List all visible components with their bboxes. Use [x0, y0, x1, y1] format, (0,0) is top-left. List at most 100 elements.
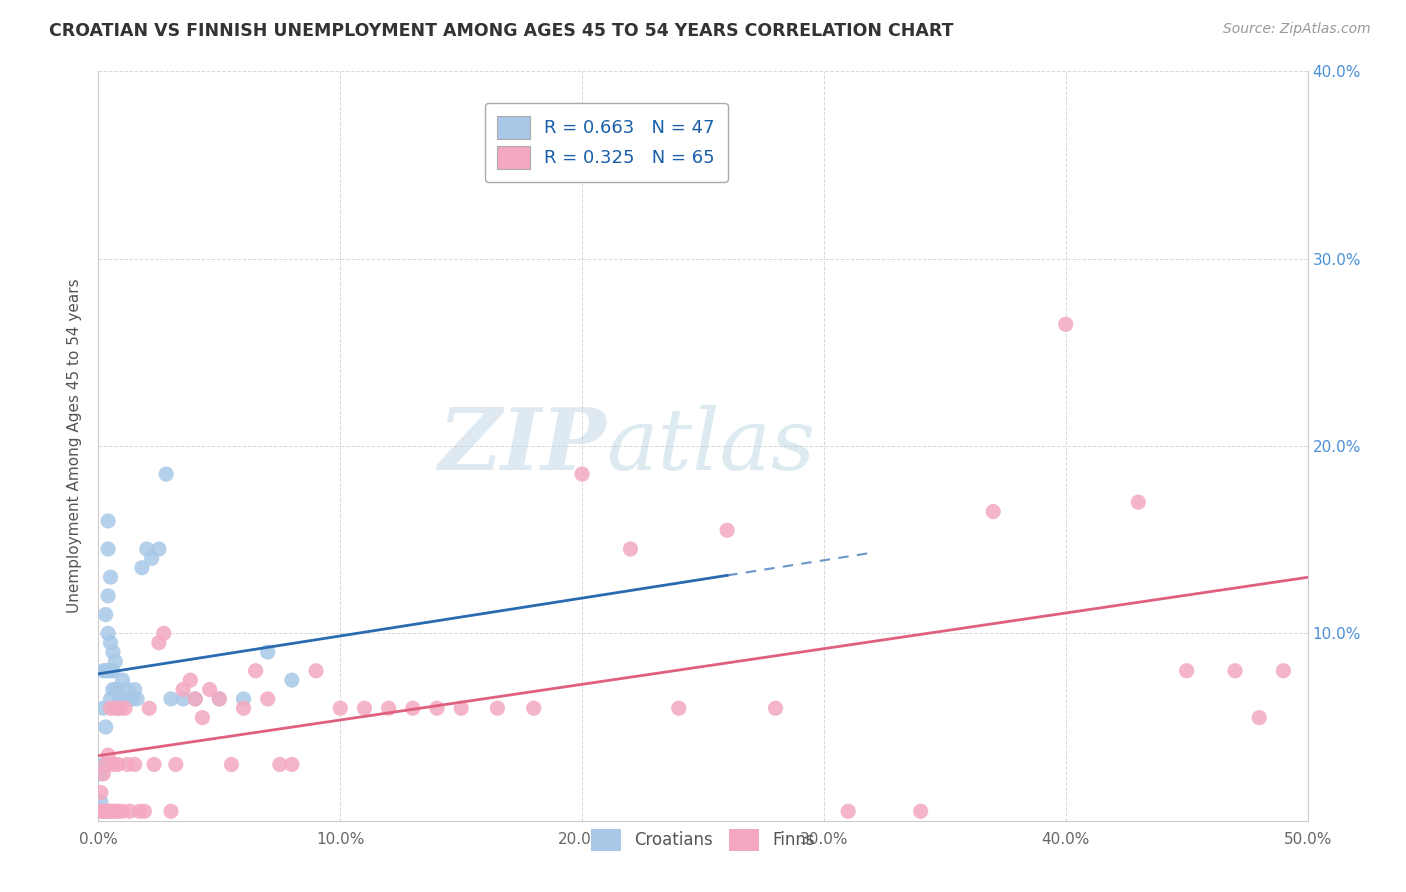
Point: [104, 805, 127, 819]
Point: [160, 692, 183, 706]
Point: [91, 701, 114, 715]
Point: [94, 607, 117, 622]
Point: [97, 805, 120, 819]
Point: [97, 514, 120, 528]
Point: [837, 805, 859, 819]
Point: [148, 635, 170, 649]
Point: [305, 664, 328, 678]
Point: [486, 701, 509, 715]
Point: [101, 757, 124, 772]
Point: [198, 682, 221, 697]
Point: [377, 701, 399, 715]
Point: [124, 757, 146, 772]
Y-axis label: Unemployment Among Ages 45 to 54 years: Unemployment Among Ages 45 to 54 years: [67, 278, 83, 614]
Point: [100, 664, 122, 678]
Point: [97, 626, 120, 640]
Point: [353, 701, 375, 715]
Point: [138, 701, 160, 715]
Point: [221, 757, 243, 772]
Point: [100, 701, 122, 715]
Point: [128, 805, 150, 819]
Point: [269, 757, 291, 772]
Point: [619, 542, 641, 557]
Point: [152, 626, 174, 640]
Point: [910, 805, 932, 819]
Point: [121, 692, 143, 706]
Legend: Croatians, Finns: Croatians, Finns: [583, 822, 823, 857]
Point: [90, 786, 112, 800]
Point: [94, 805, 117, 819]
Point: [1249, 710, 1271, 724]
Point: [104, 682, 127, 697]
Point: [191, 710, 214, 724]
Point: [131, 561, 153, 575]
Point: [118, 805, 141, 819]
Point: [124, 682, 146, 697]
Point: [114, 701, 136, 715]
Point: [97, 589, 120, 603]
Point: [101, 664, 124, 678]
Point: [165, 757, 187, 772]
Point: [716, 524, 738, 538]
Point: [172, 682, 194, 697]
Point: [232, 692, 254, 706]
Point: [668, 701, 690, 715]
Point: [100, 692, 122, 706]
Point: [523, 701, 546, 715]
Point: [172, 692, 194, 706]
Point: [1175, 664, 1198, 678]
Point: [107, 701, 129, 715]
Point: [107, 682, 129, 697]
Point: [107, 757, 129, 772]
Point: [450, 701, 472, 715]
Point: [135, 542, 157, 557]
Point: [91, 805, 114, 819]
Point: [108, 692, 131, 706]
Point: [91, 805, 114, 819]
Point: [97, 664, 120, 678]
Text: ZIP: ZIP: [439, 404, 606, 488]
Point: [104, 655, 127, 669]
Point: [101, 682, 124, 697]
Point: [91, 664, 114, 678]
Point: [148, 542, 170, 557]
Point: [97, 542, 120, 557]
Text: CROATIAN VS FINNISH UNEMPLOYMENT AMONG AGES 45 TO 54 YEARS CORRELATION CHART: CROATIAN VS FINNISH UNEMPLOYMENT AMONG A…: [49, 22, 953, 40]
Point: [281, 673, 304, 688]
Point: [91, 767, 114, 781]
Point: [1128, 495, 1150, 509]
Point: [765, 701, 787, 715]
Point: [107, 805, 129, 819]
Point: [111, 673, 134, 688]
Point: [160, 805, 183, 819]
Point: [90, 805, 112, 819]
Point: [101, 645, 124, 659]
Point: [114, 692, 136, 706]
Point: [232, 701, 254, 715]
Point: [104, 701, 127, 715]
Point: [329, 701, 352, 715]
Point: [1272, 664, 1295, 678]
Point: [127, 692, 149, 706]
Point: [426, 701, 449, 715]
Point: [1054, 318, 1077, 332]
Point: [90, 795, 112, 809]
Point: [100, 635, 122, 649]
Point: [179, 673, 201, 688]
Point: [256, 645, 278, 659]
Point: [100, 805, 122, 819]
Point: [134, 805, 156, 819]
Point: [108, 701, 131, 715]
Point: [117, 757, 139, 772]
Point: [100, 570, 122, 584]
Point: [94, 757, 117, 772]
Point: [143, 757, 166, 772]
Point: [245, 664, 267, 678]
Point: [208, 692, 231, 706]
Point: [184, 692, 207, 706]
Point: [256, 692, 278, 706]
Point: [101, 805, 124, 819]
Text: Source: ZipAtlas.com: Source: ZipAtlas.com: [1223, 22, 1371, 37]
Point: [94, 757, 117, 772]
Point: [111, 692, 134, 706]
